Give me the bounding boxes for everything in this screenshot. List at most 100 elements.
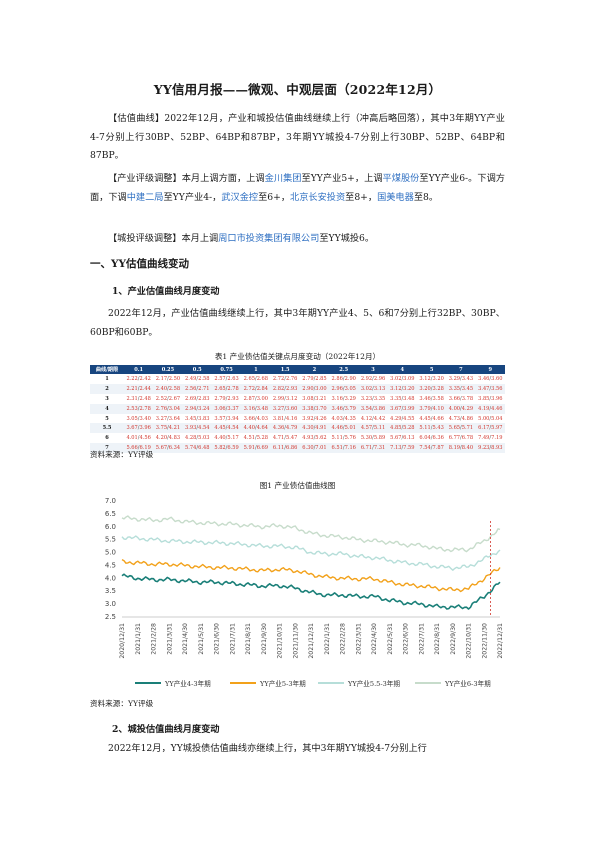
table-cell: 3.93/4.54 <box>182 423 212 434</box>
entity-link-pingmei[interactable]: 平煤股份 <box>382 173 420 184</box>
table-cell: 3.46/3.79 <box>329 403 359 414</box>
table-cell: 4.30/4.91 <box>299 423 330 434</box>
x-tick-label: 2021/6/30 <box>214 623 221 655</box>
table-cell: 5.74/6.48 <box>182 443 212 454</box>
x-tick-label: 2022/9/30 <box>450 623 457 655</box>
table-cell: 2.31/2.48 <box>126 395 151 402</box>
entity-link-beijing[interactable]: 北京长安投资 <box>290 191 346 203</box>
table-cell: 2.72/2.84 <box>241 383 271 394</box>
x-tick-label: 2022/5/31 <box>387 623 394 655</box>
table-cell: 3.57/3.94 <box>214 415 239 422</box>
table-cell: 7.13/7.59 <box>387 443 417 454</box>
legend-item: YY产业6-3年期 <box>415 678 491 688</box>
table-cell: 3.12/3.20 <box>387 383 417 394</box>
table-cell: 2.92/2.96 <box>360 375 386 382</box>
table-cell: 3.02/3.09 <box>390 375 415 382</box>
table-cell: 3.35/3.45 <box>446 383 476 394</box>
table-cell: 4.03/4.35 <box>331 415 356 422</box>
table-cell: 3.79/4.10 <box>416 403 447 414</box>
header-term-7: 7 <box>446 365 476 374</box>
x-tick-label: 2021/4/30 <box>182 623 189 655</box>
x-tick-label: 2021/8/31 <box>245 623 252 655</box>
table-cell: 4.40/5.17 <box>214 435 239 442</box>
series-line <box>121 558 501 593</box>
figure-source: 资料来源：YY评级 <box>90 699 154 708</box>
table-cell: 5.66/6.19 <box>124 443 154 454</box>
table-cell: 3.02/3.13 <box>358 383 388 394</box>
y-tick-label: 6.5 <box>105 510 116 518</box>
entity-link-jinchuan[interactable]: 金川集团 <box>264 173 302 184</box>
text-segment: 本月上调 <box>181 233 219 244</box>
entity-link-zhoukou[interactable]: 周口市投资集团有限公司 <box>218 233 320 244</box>
legend-swatch <box>415 682 441 684</box>
table-cell: 4.57/5.11 <box>358 423 388 434</box>
x-tick-label: 2022/12/31 <box>497 623 504 659</box>
row-label: 6 <box>105 435 109 442</box>
table-cell: 2.53/2.78 <box>124 403 154 414</box>
text-segment: 至YY产业6-。下调方面，下调 <box>90 173 505 203</box>
entity-link-zhongjian[interactable]: 中建二局 <box>126 191 164 203</box>
table-cell: 3.12/3.20 <box>419 375 444 382</box>
table-cell: 3.20/3.28 <box>416 383 447 394</box>
table-cell: 2.82/2.93 <box>270 383 300 394</box>
legend-item: YY产业4-3年期 <box>135 678 211 688</box>
x-tick-label: 2021/10/31 <box>277 623 284 659</box>
table-cell: 3.27/3.64 <box>155 415 181 422</box>
y-tick-label: 7.0 <box>105 497 116 505</box>
table-cell: 5.91/6.69 <box>241 443 271 454</box>
text-segment: 本月上调方面，上调 <box>181 173 265 184</box>
table-cell: 3.46/3.58 <box>419 395 444 402</box>
table-cell: 4.12/4.42 <box>360 415 386 422</box>
table-cell: 4.51/5.28 <box>243 435 269 442</box>
table-cell: 3.23/3.35 <box>360 395 386 402</box>
table-row: 5.5 3.67/3.96 3.75/4.21 3.93/4.54 4.45/4.54 4… <box>90 423 505 434</box>
table-cell: 6.71/7.31 <box>358 443 388 454</box>
table-cell: 4.20/4.83 <box>155 435 181 442</box>
table-cell: 6.51/7.16 <box>329 443 359 454</box>
industry-curve-paragraph: 2022年12月，产业估值曲线继续上行，其中3年期YY产业4、5、6和7分别上行… <box>90 308 505 338</box>
table-cell: 5.11/5.43 <box>416 423 447 434</box>
x-tick-label: 2021/12/31 <box>308 623 315 659</box>
header-term-9: 9 <box>475 365 505 374</box>
table-cell: 4.73/4.86 <box>448 415 474 422</box>
table-cell: 5.00/5.04 <box>478 415 503 422</box>
legend-label: YY产业6-3年期 <box>445 680 491 688</box>
table-cell: 3.85/3.96 <box>478 395 503 402</box>
text-segment: 至YY城投6。 <box>319 233 375 244</box>
chengtou-curve-paragraph: 2022年12月，YY城投债估值曲线亦继续上行，其中3年期YY城投4-7分别上行 <box>108 743 427 754</box>
table-cell: 4.85/5.28 <box>387 423 417 434</box>
intro-paragraph-industry-rating: 【产业评级调整】本月上调方面，上调金川集团至YY产业5+，上调平煤股份至YY产业… <box>90 170 505 207</box>
table-cell: 6.77/6.78 <box>448 435 474 442</box>
table-cell: 4.36/4.79 <box>270 423 300 434</box>
table-cell: 3.05/3.40 <box>126 415 151 422</box>
y-tick-label: 5.5 <box>105 536 116 544</box>
table-cell: 2.65/2.68 <box>243 375 269 382</box>
table-cell: 3.06/3.37 <box>211 403 242 414</box>
header-term-0.1: 0.1 <box>124 365 154 374</box>
header-term-2: 2 <box>299 365 330 374</box>
table-cell: 4.45/4.54 <box>211 423 242 434</box>
series-line <box>121 535 501 571</box>
table-cell: 2.21/2.44 <box>124 383 154 394</box>
table-row: 5 3.05/3.40 3.27/3.64 3.45/3.83 3.57/3.94 3.6… <box>90 414 505 424</box>
intro-paragraph-chengtou-rating: 【城投评级调整】本月上调周口市投资集团有限公司至YY城投6。 <box>90 230 505 249</box>
header-term-0.5: 0.5 <box>182 365 212 374</box>
entity-link-gome[interactable]: 国美电器 <box>377 191 414 203</box>
table-cell: 3.16/3.48 <box>241 403 271 414</box>
table-cell: 6.30/7.01 <box>299 443 330 454</box>
table-cell: 4.71/5.47 <box>272 435 298 442</box>
entity-link-wuhan[interactable]: 武汉金控 <box>221 191 259 203</box>
row-label: 2 <box>90 383 124 394</box>
x-tick-label: 2021/3/31 <box>166 623 173 655</box>
x-tick-label: 2022/3/31 <box>355 623 362 655</box>
table-cell: 2.52/2.67 <box>155 395 181 402</box>
table-cell: 2.22/2.42 <box>126 375 151 382</box>
table-row: 7 5.66/6.19 5.67/6.34 5.74/6.48 5.82/6.59 5.9… <box>90 443 505 454</box>
x-tick-label: 2022/6/30 <box>403 623 410 655</box>
table-cell: 4.28/5.03 <box>185 435 210 442</box>
legend-item: YY产业5-3年期 <box>230 678 306 688</box>
table-cell: 5.82/6.59 <box>211 443 242 454</box>
table-cell: 2.79/2.85 <box>302 375 327 382</box>
figure-caption: 图1 产业债估值曲线图 <box>259 481 336 490</box>
x-tick-label: 2021/9/30 <box>261 623 268 655</box>
